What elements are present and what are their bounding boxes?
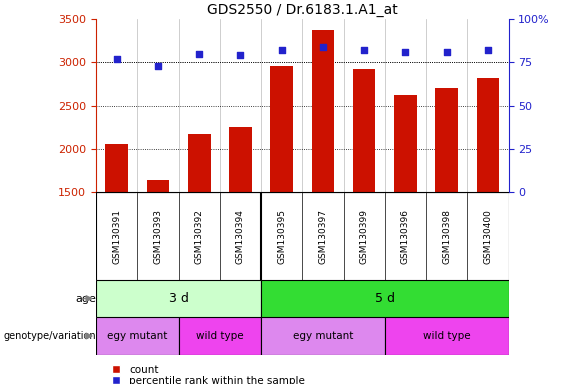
Point xyxy=(319,44,328,50)
Text: GSM130394: GSM130394 xyxy=(236,209,245,263)
Text: GSM130397: GSM130397 xyxy=(319,209,327,264)
Text: GSM130399: GSM130399 xyxy=(360,209,368,264)
Text: GSM130392: GSM130392 xyxy=(195,209,203,263)
Bar xyxy=(476,78,499,192)
Bar xyxy=(270,66,293,192)
Bar xyxy=(311,30,334,192)
Text: GSM130396: GSM130396 xyxy=(401,209,410,264)
Point xyxy=(236,53,245,59)
Text: GSM130400: GSM130400 xyxy=(484,209,492,263)
Bar xyxy=(105,144,128,192)
Bar xyxy=(385,317,508,355)
Bar xyxy=(96,280,261,317)
Text: GSM130393: GSM130393 xyxy=(154,209,162,264)
Bar xyxy=(261,317,385,355)
Bar xyxy=(179,317,261,355)
Bar xyxy=(146,180,170,192)
Point xyxy=(360,47,369,53)
Point xyxy=(401,49,410,55)
Bar xyxy=(353,70,376,192)
Title: GDS2550 / Dr.6183.1.A1_at: GDS2550 / Dr.6183.1.A1_at xyxy=(207,3,398,17)
Text: age: age xyxy=(75,293,96,304)
Bar xyxy=(229,127,252,192)
Point xyxy=(277,47,286,53)
Bar xyxy=(96,317,179,355)
Bar xyxy=(261,280,508,317)
Text: egy mutant: egy mutant xyxy=(107,331,167,341)
Text: wild type: wild type xyxy=(196,331,244,341)
Text: wild type: wild type xyxy=(423,331,471,341)
Text: GSM130398: GSM130398 xyxy=(442,209,451,264)
Text: GSM130395: GSM130395 xyxy=(277,209,286,264)
Bar xyxy=(435,88,458,192)
Legend: count, percentile rank within the sample: count, percentile rank within the sample xyxy=(101,361,310,384)
Point xyxy=(442,49,451,55)
Point xyxy=(154,63,163,69)
Text: genotype/variation: genotype/variation xyxy=(3,331,96,341)
Point xyxy=(484,47,493,53)
Text: egy mutant: egy mutant xyxy=(293,331,353,341)
Point xyxy=(112,56,121,62)
Bar xyxy=(188,134,211,192)
Bar xyxy=(394,95,417,192)
Text: 3 d: 3 d xyxy=(168,292,189,305)
Point xyxy=(194,51,204,57)
Text: GSM130391: GSM130391 xyxy=(112,209,121,264)
Text: 5 d: 5 d xyxy=(375,292,395,305)
